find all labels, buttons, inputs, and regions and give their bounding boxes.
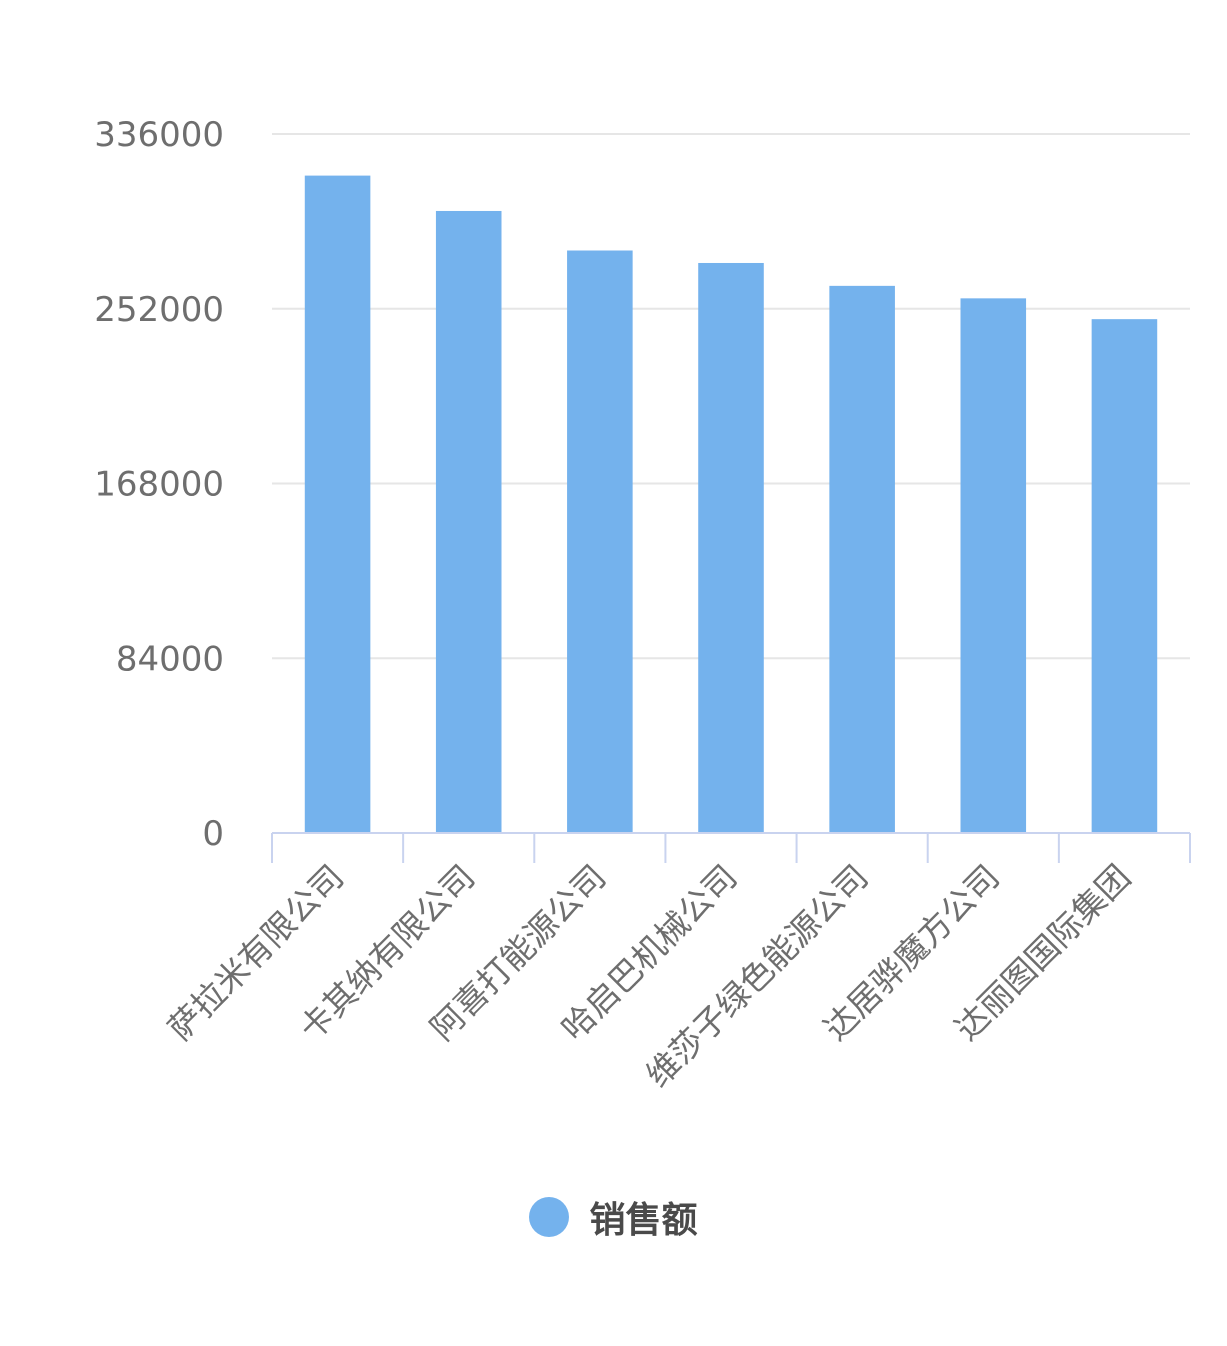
y-tick-label: 84000	[116, 639, 224, 679]
x-axis	[271, 832, 1191, 863]
y-tick-label: 168000	[94, 465, 224, 505]
y-tick-label: 336000	[94, 115, 224, 155]
bar[interactable]	[304, 175, 371, 833]
legend[interactable]: 销售额	[0, 1192, 1227, 1242]
x-axis-labels: 萨拉米有限公司卡其纳有限公司阿喜打能源公司哈启巴机械公司维莎子绿色能源公司达居骅…	[160, 857, 1138, 1095]
y-tick-label: 0	[202, 814, 224, 854]
legend-label: 销售额	[589, 1200, 698, 1241]
bars	[304, 175, 1158, 834]
bar[interactable]	[1091, 319, 1158, 833]
bar[interactable]	[829, 285, 895, 833]
y-axis-ticks: 0 84000 168000 252000 336000	[94, 115, 224, 854]
bar[interactable]	[435, 210, 502, 834]
x-tick-label: 维莎子绿色能源公司	[638, 857, 876, 1095]
bar[interactable]	[567, 250, 633, 834]
y-tick-label: 252000	[94, 290, 224, 330]
legend-marker-icon	[529, 1197, 570, 1237]
bar[interactable]	[960, 298, 1027, 833]
bar[interactable]	[698, 262, 764, 833]
